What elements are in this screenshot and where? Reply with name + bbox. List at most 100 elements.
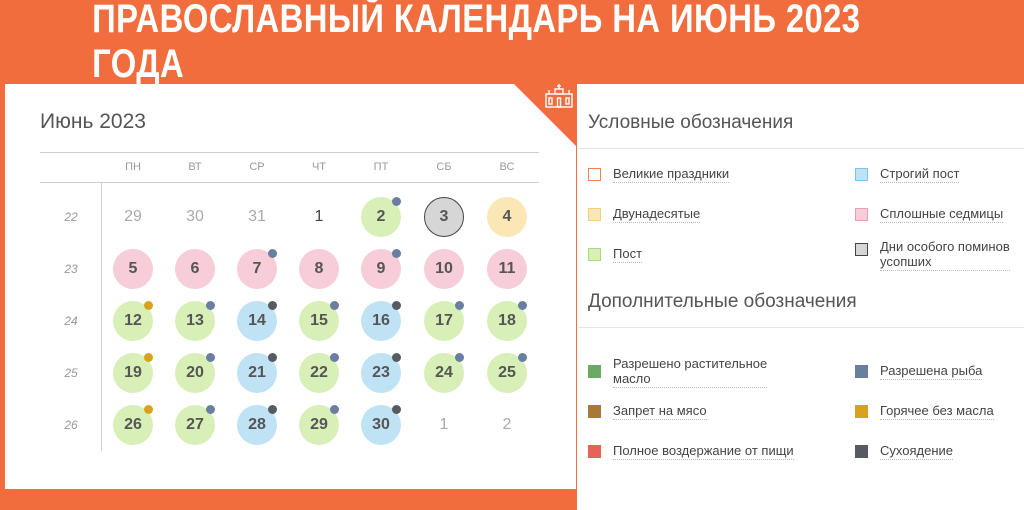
- fish-allowed-dot: [455, 353, 464, 362]
- legend-label: Полное воздержание от пищи: [613, 443, 794, 460]
- calendar-day[interactable]: 6: [175, 249, 215, 289]
- dry-eating-dot: [392, 353, 401, 362]
- calendar-day[interactable]: 30: [186, 208, 204, 225]
- legend-label: Дни особого поминов усопших: [880, 239, 1010, 271]
- fish-allowed-dot: [518, 353, 527, 362]
- week-number: 25: [64, 366, 78, 380]
- legend-no-meat: Запрет на мясо: [588, 403, 707, 420]
- fish-allowed-dot: [206, 405, 215, 414]
- calendar-day[interactable]: 20: [175, 353, 215, 393]
- legend-label-line: Дни особого поминов: [880, 239, 1010, 254]
- weekday-tue: ВТ: [188, 161, 202, 173]
- legend-label-line: Разрешено растительное: [613, 356, 768, 371]
- legend-label: Строгий пост: [880, 166, 960, 183]
- calendar-day[interactable]: 5: [113, 249, 153, 289]
- calendar-day[interactable]: 17: [424, 301, 464, 341]
- legend-hot-food-no-oil: Горячее без масла: [855, 403, 994, 420]
- calendar-day[interactable]: 1: [439, 416, 449, 433]
- day-number: 26: [124, 416, 142, 433]
- day-number: 25: [498, 364, 516, 381]
- legend-fast: Пост: [588, 246, 643, 263]
- fish-allowed-dot: [330, 405, 339, 414]
- calendar-day[interactable]: 9: [361, 249, 401, 289]
- calendar-day[interactable]: 26: [113, 405, 153, 445]
- day-number: 9: [376, 260, 386, 277]
- weekday-mon: ПН: [125, 161, 141, 173]
- calendar-day[interactable]: 29: [299, 405, 339, 445]
- weekday-header-divider: [40, 182, 539, 183]
- calendar-day[interactable]: 14: [237, 301, 277, 341]
- dry-eating-dot: [392, 405, 401, 414]
- legend-panel: [577, 84, 1024, 510]
- fish-allowed-dot: [392, 249, 401, 258]
- legend-great-feasts: Великие праздники: [588, 166, 730, 183]
- day-number: 12: [124, 312, 142, 329]
- calendar-card: [5, 84, 576, 489]
- day-number: 2: [376, 208, 386, 225]
- calendar-day[interactable]: 16: [361, 301, 401, 341]
- day-number: 29: [310, 416, 328, 433]
- calendar-day[interactable]: 1: [314, 208, 324, 225]
- legend-swatch: [588, 168, 601, 181]
- day-number: 7: [252, 260, 262, 277]
- calendar-day[interactable]: 21: [237, 353, 277, 393]
- calendar-day[interactable]: 19: [113, 353, 153, 393]
- legend-label: Сухоядение: [880, 443, 953, 460]
- legend-label: Разрешена рыба: [880, 363, 983, 380]
- dry-eating-dot: [392, 301, 401, 310]
- calendar-day[interactable]: 27: [175, 405, 215, 445]
- day-number: 27: [186, 416, 204, 433]
- page-title: ПРАВОСЛАВНЫЙ КАЛЕНДАРЬ НА ИЮНЬ 2023 ГОДА: [92, 0, 861, 86]
- calendar-day[interactable]: 2: [502, 416, 512, 433]
- legend-fish-allowed: Разрешена рыба: [855, 363, 983, 380]
- calendar-day[interactable]: 2: [361, 197, 401, 237]
- hot-food-dot: [144, 353, 153, 362]
- dry-eating-dot: [268, 301, 277, 310]
- legend-label: Сплошные седмицы: [880, 206, 1004, 223]
- calendar-day[interactable]: 18: [487, 301, 527, 341]
- week-number-divider: [101, 183, 102, 451]
- calendar-day[interactable]: 13: [175, 301, 215, 341]
- day-number: 21: [248, 364, 266, 381]
- calendar-day[interactable]: 7: [237, 249, 277, 289]
- calendar-month-title: Июнь 2023: [40, 110, 146, 133]
- calendar-top-divider: [40, 152, 539, 153]
- calendar-day[interactable]: 15: [299, 301, 339, 341]
- legend-swatch: [855, 365, 868, 378]
- calendar-day[interactable]: 29: [124, 208, 142, 225]
- weekday-sat: СБ: [436, 161, 452, 173]
- weekday-sun: ВС: [499, 161, 515, 173]
- legend-swatch: [588, 248, 601, 261]
- calendar-day[interactable]: 8: [299, 249, 339, 289]
- calendar-day[interactable]: 10: [424, 249, 464, 289]
- calendar-day[interactable]: 30: [361, 405, 401, 445]
- calendar-day[interactable]: 28: [237, 405, 277, 445]
- day-number: 28: [248, 416, 266, 433]
- calendar-day[interactable]: 3: [424, 197, 464, 237]
- calendar-day[interactable]: 22: [299, 353, 339, 393]
- legend-label-line: масло: [613, 371, 651, 386]
- day-number: 24: [435, 364, 453, 381]
- additional-title: Дополнительные обозначения: [588, 291, 857, 312]
- calendar-day[interactable]: 4: [487, 197, 527, 237]
- day-number: 18: [498, 312, 516, 329]
- week-number: 23: [64, 262, 78, 276]
- calendar-day[interactable]: 12: [113, 301, 153, 341]
- day-number: 22: [310, 364, 328, 381]
- calendar-day[interactable]: 25: [487, 353, 527, 393]
- additional-divider: [578, 327, 1024, 328]
- day-number: 23: [372, 364, 390, 381]
- legend-swatch: [855, 445, 868, 458]
- legend-divider: [578, 148, 1024, 149]
- calendar-day[interactable]: 23: [361, 353, 401, 393]
- day-number: 19: [124, 364, 142, 381]
- calendar-day[interactable]: 24: [424, 353, 464, 393]
- dry-eating-dot: [268, 353, 277, 362]
- calendar-day[interactable]: 31: [248, 208, 266, 225]
- day-number: 20: [186, 364, 204, 381]
- legend-twelve-feasts: Двунадесятые: [588, 206, 701, 223]
- fish-allowed-dot: [268, 249, 277, 258]
- legend-swatch: [855, 405, 868, 418]
- calendar-day[interactable]: 11: [487, 249, 527, 289]
- dry-eating-dot: [268, 405, 277, 414]
